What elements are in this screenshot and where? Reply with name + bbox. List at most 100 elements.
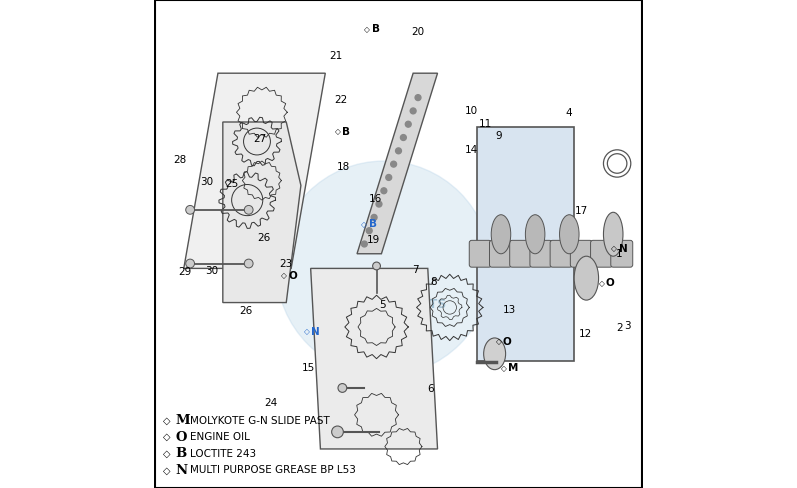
Text: 11: 11 xyxy=(479,120,492,129)
Text: 10: 10 xyxy=(465,106,478,116)
Polygon shape xyxy=(357,73,438,254)
Circle shape xyxy=(186,259,194,268)
Circle shape xyxy=(245,205,253,214)
Text: 22: 22 xyxy=(334,95,347,105)
Text: 12: 12 xyxy=(579,329,592,339)
Ellipse shape xyxy=(559,215,579,254)
Text: M: M xyxy=(508,364,518,373)
Text: 23: 23 xyxy=(280,260,292,269)
Text: M: M xyxy=(175,414,190,427)
Circle shape xyxy=(245,259,253,268)
Circle shape xyxy=(386,175,391,181)
Text: B: B xyxy=(175,447,186,460)
Polygon shape xyxy=(311,268,438,449)
Text: 6: 6 xyxy=(427,385,434,394)
Circle shape xyxy=(391,161,397,167)
Text: 15: 15 xyxy=(301,364,315,373)
Text: 1: 1 xyxy=(616,249,622,259)
Text: 8: 8 xyxy=(430,277,437,287)
Text: ◇: ◇ xyxy=(163,466,171,475)
Text: MOTORPARTS: MOTORPARTS xyxy=(351,299,446,311)
Circle shape xyxy=(371,214,377,220)
Text: B: B xyxy=(369,220,377,229)
Ellipse shape xyxy=(574,256,599,300)
Text: 21: 21 xyxy=(329,51,343,61)
Text: LOCTITE 243: LOCTITE 243 xyxy=(190,449,257,459)
Text: 5: 5 xyxy=(379,300,387,310)
Text: 13: 13 xyxy=(503,305,516,315)
FancyBboxPatch shape xyxy=(530,241,552,267)
Text: N: N xyxy=(618,244,627,254)
Text: 7: 7 xyxy=(412,265,419,275)
Circle shape xyxy=(338,384,347,392)
Circle shape xyxy=(373,262,380,270)
FancyBboxPatch shape xyxy=(611,241,633,267)
Text: 30: 30 xyxy=(201,177,214,186)
Text: ◇: ◇ xyxy=(364,25,370,34)
Text: B: B xyxy=(342,127,351,137)
Text: 26: 26 xyxy=(240,306,253,316)
Text: ◇: ◇ xyxy=(361,220,367,229)
Text: 17: 17 xyxy=(575,206,588,216)
Text: ◇: ◇ xyxy=(163,416,171,426)
Polygon shape xyxy=(184,73,325,268)
FancyBboxPatch shape xyxy=(510,241,532,267)
Text: N: N xyxy=(311,327,320,337)
Ellipse shape xyxy=(491,215,511,254)
Circle shape xyxy=(367,228,372,234)
Text: O: O xyxy=(175,431,187,444)
Text: O: O xyxy=(606,278,614,288)
Text: MULTI PURPOSE GREASE BP L53: MULTI PURPOSE GREASE BP L53 xyxy=(190,466,356,475)
Text: 4: 4 xyxy=(565,108,571,118)
Circle shape xyxy=(277,161,491,376)
Text: 20: 20 xyxy=(411,27,425,37)
Circle shape xyxy=(376,201,382,207)
Text: 26: 26 xyxy=(257,233,271,243)
Text: O: O xyxy=(289,271,297,281)
FancyBboxPatch shape xyxy=(550,241,572,267)
Circle shape xyxy=(406,122,411,127)
Text: ENGINE OIL: ENGINE OIL xyxy=(190,432,250,442)
Text: O: O xyxy=(503,337,512,346)
Text: 14: 14 xyxy=(465,145,478,155)
Circle shape xyxy=(400,135,406,141)
Text: 29: 29 xyxy=(179,267,191,277)
FancyBboxPatch shape xyxy=(489,241,512,267)
Text: 3: 3 xyxy=(625,321,631,331)
Text: 16: 16 xyxy=(368,194,382,204)
Circle shape xyxy=(395,148,402,154)
Ellipse shape xyxy=(525,215,545,254)
Circle shape xyxy=(410,108,416,114)
Text: ◇: ◇ xyxy=(335,127,340,136)
Text: B: B xyxy=(371,24,379,34)
Text: 25: 25 xyxy=(225,180,238,189)
Text: 28: 28 xyxy=(173,155,186,165)
Text: ◇: ◇ xyxy=(163,432,171,442)
Text: ◇: ◇ xyxy=(281,271,287,280)
FancyBboxPatch shape xyxy=(591,241,613,267)
Text: 18: 18 xyxy=(337,162,351,172)
Text: 9: 9 xyxy=(496,131,502,141)
Text: ◇: ◇ xyxy=(599,279,604,287)
Ellipse shape xyxy=(484,338,505,370)
Circle shape xyxy=(332,426,344,438)
FancyBboxPatch shape xyxy=(571,241,592,267)
Text: 19: 19 xyxy=(367,235,379,245)
Text: ◇: ◇ xyxy=(163,449,171,459)
Text: 30: 30 xyxy=(206,266,218,276)
Text: ◇: ◇ xyxy=(501,364,508,373)
Text: MOLYKOTE G-N SLIDE PAST: MOLYKOTE G-N SLIDE PAST xyxy=(190,416,330,426)
Text: 2: 2 xyxy=(616,323,622,333)
Text: 24: 24 xyxy=(264,398,277,407)
Circle shape xyxy=(186,205,194,214)
Circle shape xyxy=(361,241,367,247)
Text: ◇: ◇ xyxy=(611,244,617,253)
Text: 27: 27 xyxy=(253,134,266,144)
Text: N: N xyxy=(175,464,187,477)
Text: ◇: ◇ xyxy=(304,327,310,336)
Polygon shape xyxy=(223,122,301,303)
Text: ◇: ◇ xyxy=(496,337,501,346)
Circle shape xyxy=(415,95,421,101)
FancyBboxPatch shape xyxy=(469,241,491,267)
Circle shape xyxy=(381,188,387,194)
